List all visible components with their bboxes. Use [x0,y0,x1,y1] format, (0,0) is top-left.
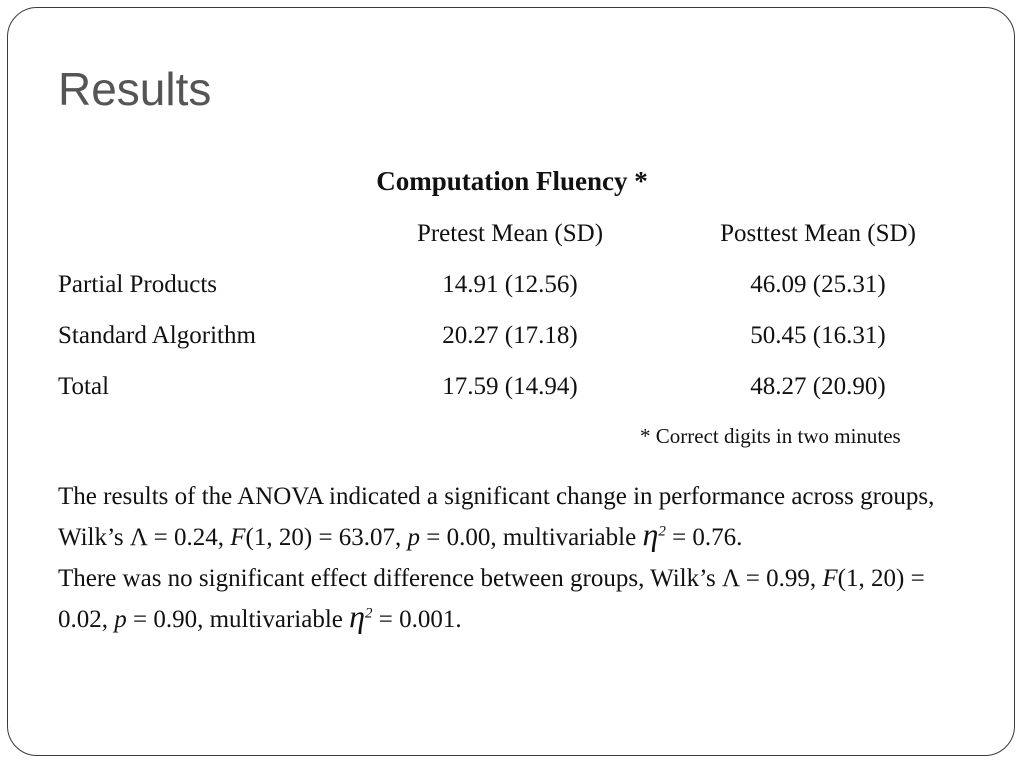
cell-posttest-standard-algorithm: 50.45 (16.31) [750,322,886,349]
p-value-symbol: p [407,524,421,551]
row-label-total: Total [58,373,110,400]
text-segment: There was no significant effect differen… [58,565,723,592]
text-segment: = 0.001. [372,606,462,633]
table-title: Computation Fluency * [376,166,648,196]
row-label-standard-algorithm: Standard Algorithm [58,322,256,349]
text-segment: = 0.24, [147,524,231,551]
text-segment: = 0.76. [665,524,743,551]
cell-pretest-standard-algorithm: 20.27 (17.18) [442,322,578,349]
text-segment: (1, 20) = 0.02, [58,565,925,633]
cell-posttest-partial-products: 46.09 (25.31) [750,271,886,298]
header-posttest: Posttest Mean (SD) [720,220,916,247]
superscript: 2 [365,605,373,622]
anova-paragraph-1: The results of the ANOVA indicated a sig… [58,476,978,558]
text-segment: The results of the ANOVA indicated a sig… [58,483,935,551]
anova-paragraph-2: There was no significant effect differen… [58,558,978,640]
p-value-symbol: p [114,606,127,633]
cell-pretest-partial-products: 14.91 (12.56) [442,271,578,298]
slide-title: Results [58,63,212,115]
results-text: The results of the ANOVA indicated a sig… [58,476,978,640]
header-pretest: Pretest Mean (SD) [416,220,604,247]
cell-pretest-total: 17.59 (14.94) [442,373,578,400]
text-segment: = 0.99, [739,565,823,592]
row-label-partial-products: Partial Products [58,271,218,298]
eta-symbol: η [349,598,366,634]
f-statistic-symbol: F [822,565,838,592]
text-segment: = 0.00, multivariable [420,524,643,551]
text-segment: (1, 20) = 63.07, [245,524,408,551]
text-segment: = 0.90, multivariable [126,606,350,633]
slide-frame [7,7,1015,756]
f-statistic-symbol: F [230,524,246,551]
lambda-symbol: Λ [722,565,740,592]
lambda-symbol: Λ [129,524,148,551]
cell-posttest-total: 48.27 (20.90) [750,373,886,400]
superscript: 2 [658,523,666,540]
eta-symbol: η [642,516,659,552]
table-footnote: * Correct digits in two minutes [640,424,901,448]
